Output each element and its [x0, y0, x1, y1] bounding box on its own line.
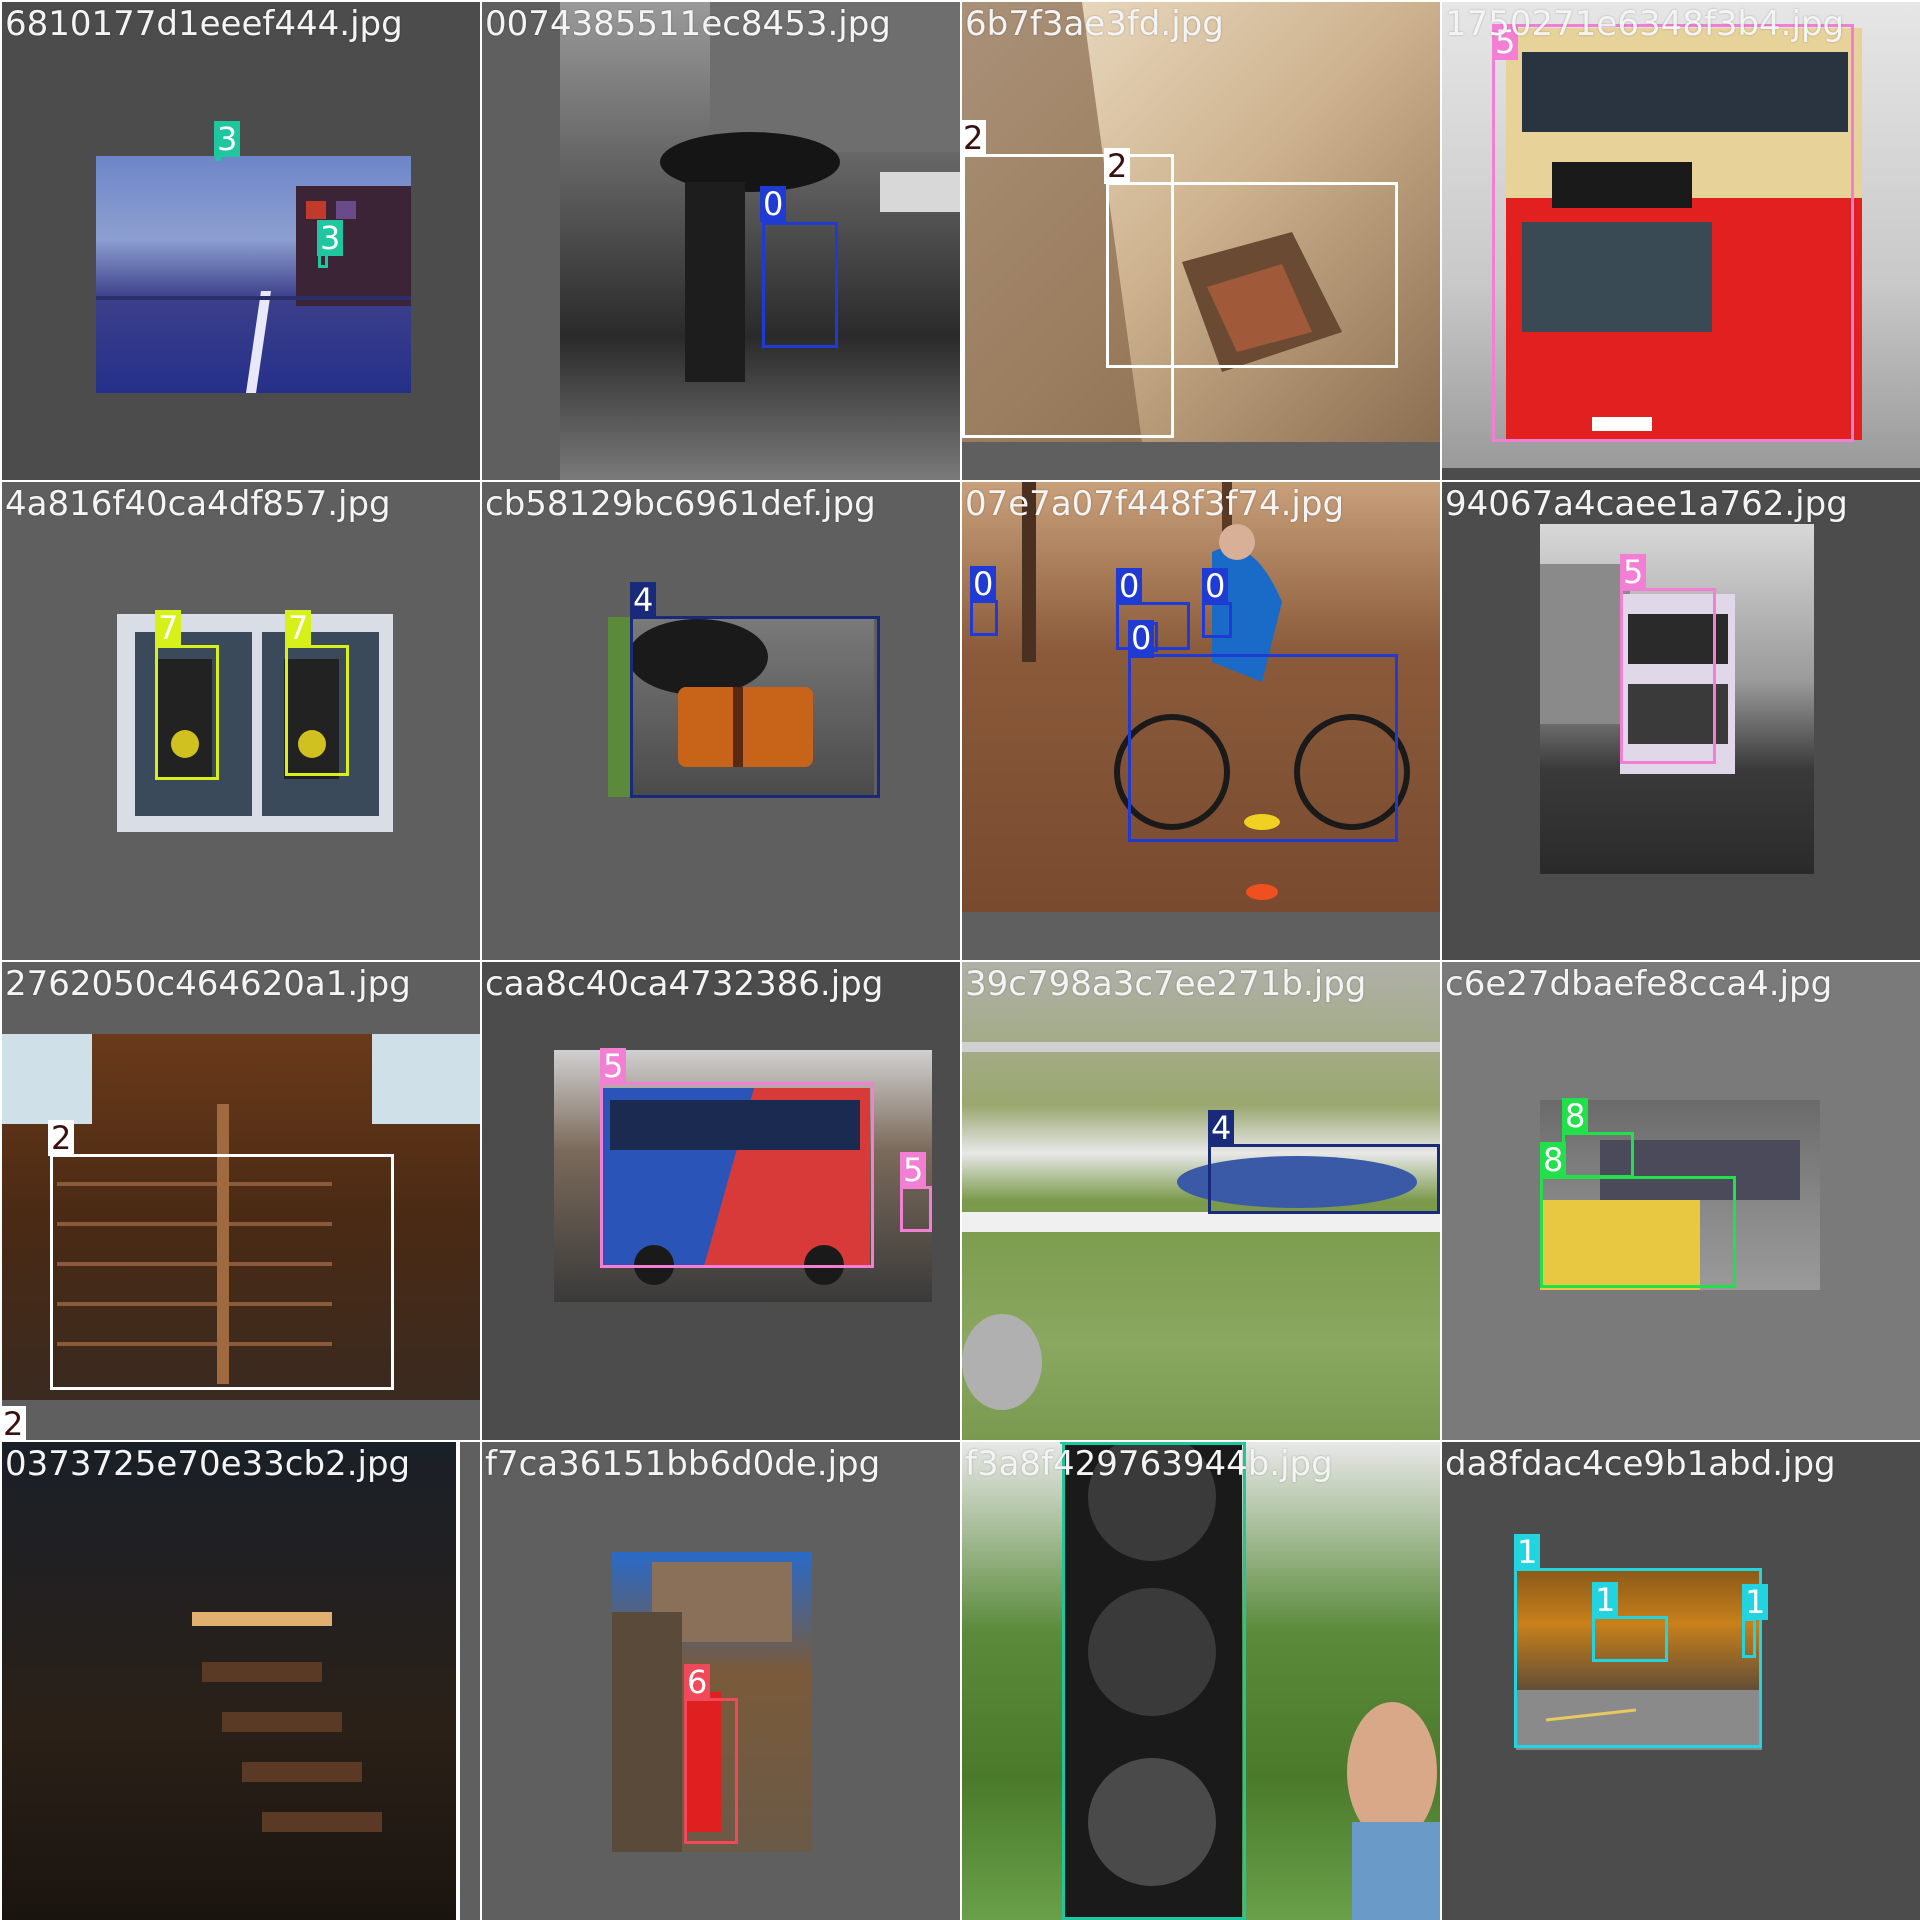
tile-filename: 0373725e70e33cb2.jpg	[5, 1444, 411, 1484]
detection-box	[900, 1186, 932, 1232]
detection-box	[1592, 1616, 1668, 1662]
tile-14: f7ca36151bb6d0de.jpg 6	[482, 1442, 960, 1920]
tile-15: f3a8f429763944b.jpg 3	[962, 1442, 1440, 1920]
tile-filename: 6810177d1eeef444.jpg	[5, 4, 403, 44]
tile-filename: 6b7f3ae3fd.jpg	[965, 4, 1224, 44]
box-label: 4	[1208, 1110, 1235, 1146]
tile-filename: cb58129bc6961def.jpg	[485, 484, 876, 524]
detection-box	[684, 1698, 738, 1844]
tile-filename: f3a8f429763944b.jpg	[965, 1444, 1333, 1484]
tile-11: 39c798a3c7ee271b.jpg 4	[962, 962, 1440, 1440]
tile-filename: f7ca36151bb6d0de.jpg	[485, 1444, 881, 1484]
photo-traffic-light-park	[962, 1442, 1440, 1920]
box-label: 0	[1128, 620, 1155, 656]
box-label: 3	[317, 220, 344, 256]
detection-box	[285, 645, 349, 776]
tile-4: 1750271e6348f3b4.jpg 5	[1442, 2, 1920, 480]
tile-filename: 2762050c464620a1.jpg	[5, 964, 411, 1004]
tile-filename: caa8c40ca4732386.jpg	[485, 964, 884, 1004]
tile-5: 4a816f40ca4df857.jpg 7 7	[2, 482, 480, 960]
photo-wooden-staircase	[2, 1034, 480, 1400]
tile-filename: 1750271e6348f3b4.jpg	[1445, 4, 1845, 44]
detection-box	[1540, 1176, 1736, 1288]
tile-filename: 39c798a3c7ee271b.jpg	[965, 964, 1367, 1004]
detection-box	[1202, 602, 1232, 638]
tile-filename: 07e7a07f448f3f74.jpg	[965, 484, 1345, 524]
box-label: 6	[684, 1664, 711, 1700]
detection-box	[155, 645, 219, 780]
detection-box	[1514, 1568, 1762, 1748]
box-label: 5	[600, 1048, 627, 1084]
tile-8: 94067a4caee1a762.jpg 5	[1442, 482, 1920, 960]
tile-10: caa8c40ca4732386.jpg 5 5	[482, 962, 960, 1440]
detection-box	[1562, 1132, 1634, 1178]
box-label: 5	[1620, 554, 1647, 590]
box-label: 0	[1116, 568, 1143, 604]
detection-box	[762, 222, 838, 348]
tile-filename: c6e27dbaefe8cca4.jpg	[1445, 964, 1833, 1004]
tile-2: 0074385511ec8453.jpg 0	[482, 2, 960, 480]
box-label: 1	[1592, 1582, 1619, 1618]
tile-13: 0373725e70e33cb2.jpg	[2, 1442, 480, 1920]
box-label: 1	[1742, 1584, 1769, 1620]
detection-box	[630, 616, 880, 798]
box-label: 0	[760, 186, 787, 222]
detection-box	[1062, 1442, 1246, 1920]
box-label: 2	[2, 1406, 27, 1440]
tile-filename: 4a816f40ca4df857.jpg	[5, 484, 391, 524]
photo-sidecar-race-track	[962, 962, 1440, 1440]
tile-7: 07e7a07f448f3f74.jpg 0 0 0 0 0	[962, 482, 1440, 960]
tile-filename: 0074385511ec8453.jpg	[485, 4, 891, 44]
detection-box	[1620, 588, 1716, 764]
box-label: 2	[1104, 148, 1131, 184]
detection-box	[962, 154, 1174, 438]
box-label: 4	[630, 582, 657, 618]
tile-3: 6b7f3ae3fd.jpg 2 2	[962, 2, 1440, 480]
box-label: 5	[900, 1152, 927, 1188]
detection-box	[1742, 1618, 1756, 1658]
photo-dark-stairway	[2, 1442, 460, 1920]
photo-fire-hydrant	[612, 1552, 812, 1852]
tile-16: da8fdac4ce9b1abd.jpg 1 1 1	[1442, 1442, 1920, 1920]
box-label: 8	[1562, 1098, 1589, 1134]
detection-box	[970, 600, 998, 636]
photo-street-dusk	[96, 156, 411, 393]
detection-box	[1208, 1144, 1440, 1214]
tile-filename: da8fdac4ce9b1abd.jpg	[1445, 1444, 1836, 1484]
box-label: 7	[155, 610, 182, 646]
tile-1: 6810177d1eeef444.jpg 3 3	[2, 2, 480, 480]
box-label: 7	[285, 610, 312, 646]
box-label: 0	[970, 566, 997, 602]
photo-rainy-street-bw	[560, 2, 960, 480]
box-label: 5	[1492, 24, 1519, 60]
detection-box	[1128, 654, 1398, 842]
photo-stairwell-from-above	[962, 2, 1440, 442]
box-label: 1	[1514, 1534, 1541, 1570]
tile-6: cb58129bc6961def.jpg 4	[482, 482, 960, 960]
box-label: 8	[1540, 1142, 1567, 1178]
box-label: 2	[48, 1120, 75, 1156]
photo-blue-red-bus	[554, 1050, 932, 1302]
photo-bus-street-cloudy	[1540, 524, 1814, 874]
detection-box	[50, 1154, 394, 1390]
box-label: 2	[962, 120, 987, 156]
box-label: 0	[1202, 568, 1229, 604]
box-label: 3	[1060, 1442, 1087, 1444]
detection-box	[600, 1082, 874, 1268]
detection-box	[1492, 24, 1854, 442]
photo-red-double-decker-bus	[1442, 2, 1920, 468]
box-label: 3	[214, 121, 241, 157]
photo-luggage-on-bike	[608, 617, 874, 797]
detection-box	[1106, 182, 1398, 368]
tile-9: 2762050c464620a1.jpg 2 2	[2, 962, 480, 1440]
tile-filename: 94067a4caee1a762.jpg	[1445, 484, 1848, 524]
tile-12: c6e27dbaefe8cca4.jpg 8 8	[1442, 962, 1920, 1440]
